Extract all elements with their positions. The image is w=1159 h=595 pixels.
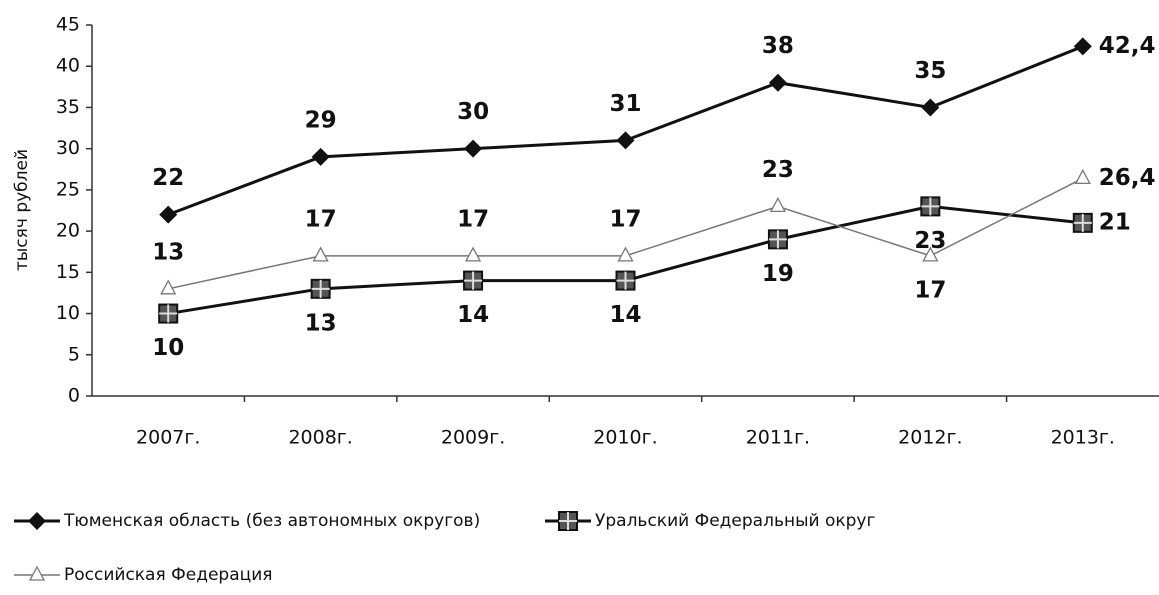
y-tick-label: 0 <box>68 385 80 407</box>
x-tick-label: 2007г. <box>136 427 200 449</box>
data-label: 42,4 <box>1099 33 1156 59</box>
marker <box>464 246 482 262</box>
data-label: 17 <box>305 206 337 232</box>
marker-cross <box>616 271 635 290</box>
data-label: 14 <box>609 302 641 328</box>
x-tick-label: 2010г. <box>593 427 657 449</box>
marker <box>310 278 331 299</box>
y-tick-label: 30 <box>56 137 80 159</box>
x-tick-label: 2009г. <box>441 427 505 449</box>
x-tick-label: 2012г. <box>898 427 962 449</box>
marker <box>1074 168 1091 184</box>
marker <box>920 196 941 217</box>
marker <box>921 98 940 117</box>
data-label: 31 <box>609 91 641 117</box>
marker-cross <box>921 197 940 216</box>
data-label: 14 <box>457 302 489 328</box>
marker <box>464 139 483 158</box>
marker <box>922 246 939 262</box>
y-tick-label: 40 <box>56 55 80 77</box>
marker <box>768 73 787 92</box>
legend-label: Уральский Федеральный округ <box>595 511 875 531</box>
y-tick-label: 35 <box>56 96 80 118</box>
marker <box>312 246 329 262</box>
data-label: 29 <box>305 107 337 133</box>
data-label: 17 <box>457 206 489 232</box>
y-tick-label: 25 <box>56 178 80 200</box>
data-label: 38 <box>762 33 794 59</box>
legend-label: Тюменская область (без автономных округо… <box>63 511 480 531</box>
marker <box>767 229 788 250</box>
data-label: 35 <box>914 58 946 84</box>
data-label: 26,4 <box>1099 165 1156 191</box>
legend-item: Тюменская область (без автономных округо… <box>14 511 480 531</box>
marker <box>463 270 484 291</box>
y-tick-label: 20 <box>56 220 80 242</box>
y-axis-label: тысяч рублей <box>12 149 32 271</box>
data-label: 17 <box>609 206 641 232</box>
x-tick-label: 2013г. <box>1051 427 1115 449</box>
y-tick-label: 10 <box>56 302 80 324</box>
legend-label: Российская Федерация <box>64 565 272 585</box>
x-tick-label: 2011г. <box>746 427 810 449</box>
data-label: 13 <box>305 310 337 336</box>
marker <box>616 131 635 150</box>
marker <box>617 246 634 262</box>
data-label: 19 <box>762 261 794 287</box>
marker <box>159 205 178 224</box>
marker <box>558 511 578 531</box>
legend-item: Уральский Федеральный округ <box>545 511 875 531</box>
marker <box>28 512 46 530</box>
marker <box>160 279 177 295</box>
marker <box>769 197 787 213</box>
marker-cross <box>1073 213 1092 232</box>
marker-cross <box>559 512 577 530</box>
marker-cross <box>311 279 330 298</box>
data-label: 22 <box>152 165 184 191</box>
marker <box>311 147 330 166</box>
x-tick-label: 2008г. <box>288 427 352 449</box>
y-tick-label: 45 <box>56 14 80 36</box>
y-tick-label: 5 <box>68 343 80 365</box>
marker-cross <box>768 230 787 249</box>
marker <box>615 270 636 291</box>
data-label: 23 <box>762 157 794 183</box>
marker <box>1073 37 1092 56</box>
marker-cross <box>159 304 178 323</box>
data-label: 30 <box>457 99 489 125</box>
legend-item: Российская Федерация <box>14 565 272 585</box>
data-label: 21 <box>1099 209 1131 235</box>
data-label: 10 <box>152 335 184 361</box>
data-label: 17 <box>914 277 946 303</box>
marker-cross <box>464 271 483 290</box>
y-tick-label: 15 <box>56 261 80 283</box>
marker <box>158 303 179 324</box>
marker <box>28 565 46 581</box>
data-label: 13 <box>152 239 184 265</box>
marker <box>1072 212 1093 233</box>
